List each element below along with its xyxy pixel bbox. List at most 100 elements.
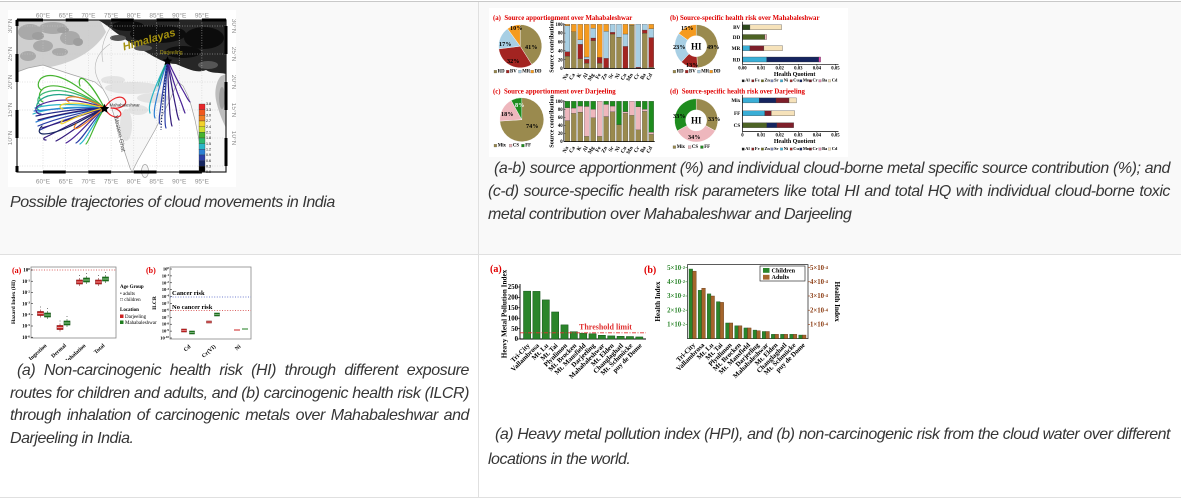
svg-text:Cr: Cr <box>633 72 642 81</box>
svg-text:(b) Source-specific health ris: (b) Source-specific health risk over Mah… <box>670 15 819 22</box>
svg-text:Ni: Ni <box>614 145 622 153</box>
svg-text:Mn: Mn <box>626 146 635 156</box>
svg-text:100: 100 <box>23 267 30 274</box>
svg-text:30°N: 30°N <box>230 19 236 34</box>
svg-text:2.7: 2.7 <box>206 119 211 123</box>
svg-text:Ni: Ni <box>784 146 789 151</box>
svg-text:Dermal: Dermal <box>50 343 68 360</box>
svg-text:Mahabaleshwar: Mahabaleshwar <box>110 103 141 108</box>
svg-text:0: 0 <box>560 67 563 72</box>
svg-text:4×10-2: 4×10-2 <box>667 279 686 287</box>
svg-text:100: 100 <box>555 23 563 28</box>
svg-text:20: 20 <box>558 132 563 137</box>
svg-text:80: 80 <box>558 32 563 37</box>
svg-text:75°E: 75°E <box>104 12 119 20</box>
svg-text:□ children: □ children <box>120 298 141 303</box>
svg-text:10-1: 10-1 <box>22 278 30 285</box>
svg-text:70°E: 70°E <box>81 178 96 186</box>
svg-text:13%: 13% <box>686 62 698 69</box>
svg-text:Adults: Adults <box>772 274 790 281</box>
svg-text:Na: Na <box>562 145 571 154</box>
svg-text:Fe: Fe <box>755 78 760 83</box>
svg-text:Al: Al <box>745 78 750 83</box>
svg-text:10-5: 10-5 <box>22 323 30 330</box>
svg-text:Cd: Cd <box>645 146 654 155</box>
svg-text:Fe: Fe <box>755 146 760 151</box>
svg-text:0.3: 0.3 <box>206 165 211 169</box>
svg-text:(b): (b) <box>644 265 656 276</box>
svg-text:Fe: Fe <box>595 145 603 153</box>
svg-text:CS: CS <box>513 144 519 149</box>
svg-text:Sr: Sr <box>608 72 616 80</box>
svg-text:49%: 49% <box>707 44 719 51</box>
svg-text:Ba: Ba <box>822 78 828 83</box>
svg-text:Health Quotient: Health Quotient <box>774 139 816 145</box>
svg-text:0.01: 0.01 <box>757 134 766 139</box>
svg-text:Sr: Sr <box>774 78 778 83</box>
svg-text:Fe: Fe <box>595 72 603 80</box>
svg-text:Health Index: Health Index <box>654 281 662 322</box>
svg-text:Ba: Ba <box>822 146 828 151</box>
svg-text:10-1: 10-1 <box>162 273 170 278</box>
svg-text:Cr(VI): Cr(VI) <box>200 343 217 359</box>
svg-text:Cu: Cu <box>793 78 799 83</box>
svg-text:BV: BV <box>689 70 696 75</box>
svg-text:10-5: 10-5 <box>162 301 170 306</box>
svg-text:0.04: 0.04 <box>813 66 822 71</box>
svg-text:0: 0 <box>560 140 563 145</box>
svg-text:0.05: 0.05 <box>831 134 840 139</box>
svg-text:Mg: Mg <box>587 145 596 155</box>
svg-text:0.03: 0.03 <box>794 66 803 71</box>
svg-text:MR: MR <box>701 70 710 75</box>
svg-text:60: 60 <box>558 41 563 46</box>
svg-text:60: 60 <box>558 116 563 121</box>
svg-text:10°N: 10°N <box>8 130 14 145</box>
svg-text:MR: MR <box>522 70 531 75</box>
svg-text:0.02: 0.02 <box>775 66 784 71</box>
svg-text:Darjeeling: Darjeeling <box>160 50 183 56</box>
svg-text:0: 0 <box>741 134 744 139</box>
svg-text:Ingestion: Ingestion <box>28 342 49 360</box>
svg-text:Sr: Sr <box>774 146 778 151</box>
svg-text:K: K <box>576 145 584 152</box>
svg-text:10%: 10% <box>510 25 522 32</box>
svg-text:Al: Al <box>582 145 590 153</box>
svg-text:Cr: Cr <box>813 146 818 151</box>
svg-text:Cancer risk: Cancer risk <box>172 290 205 297</box>
svg-text:60°E: 60°E <box>36 178 51 186</box>
svg-text:2.1: 2.1 <box>206 131 211 135</box>
svg-text:Al: Al <box>582 72 590 80</box>
svg-text:Ba: Ba <box>639 145 647 154</box>
svg-text:Mix: Mix <box>498 144 507 149</box>
svg-text:90°E: 90°E <box>172 178 187 186</box>
svg-text:CS: CS <box>734 123 741 129</box>
svg-text:1.8: 1.8 <box>206 136 211 140</box>
svg-text:33%: 33% <box>673 113 685 120</box>
svg-text:0.05: 0.05 <box>831 66 840 71</box>
svg-text:Al: Al <box>745 146 750 151</box>
svg-text:ILCR: ILCR <box>152 295 158 310</box>
svg-text:250: 250 <box>508 284 519 291</box>
svg-text:FF: FF <box>734 111 740 117</box>
svg-text:3.0: 3.0 <box>206 114 211 118</box>
svg-text:2×10-4: 2×10-4 <box>810 307 829 315</box>
svg-text:Hazard Index (HI): Hazard Index (HI) <box>10 280 17 324</box>
svg-text:(a): (a) <box>490 264 502 275</box>
svg-text:30°N: 30°N <box>8 18 14 33</box>
svg-text:85°E: 85°E <box>149 178 164 186</box>
svg-text:0.01: 0.01 <box>757 66 766 71</box>
svg-text:MR: MR <box>732 46 741 52</box>
svg-text:25°N: 25°N <box>230 47 236 62</box>
svg-text:(a): (a) <box>12 266 22 275</box>
svg-text:65°E: 65°E <box>59 12 74 20</box>
svg-text:Source contribution: Source contribution <box>549 95 556 148</box>
svg-text:41%: 41% <box>525 44 537 51</box>
svg-text:Ni: Ni <box>614 72 622 80</box>
svg-text:Zn: Zn <box>765 78 771 83</box>
svg-text:10-6: 10-6 <box>162 308 170 313</box>
svg-text:23%: 23% <box>673 44 685 51</box>
svg-text:10-8: 10-8 <box>162 321 170 326</box>
svg-text:CS: CS <box>692 145 698 150</box>
svg-text:20°N: 20°N <box>8 74 14 89</box>
svg-text:Mn: Mn <box>626 73 635 83</box>
